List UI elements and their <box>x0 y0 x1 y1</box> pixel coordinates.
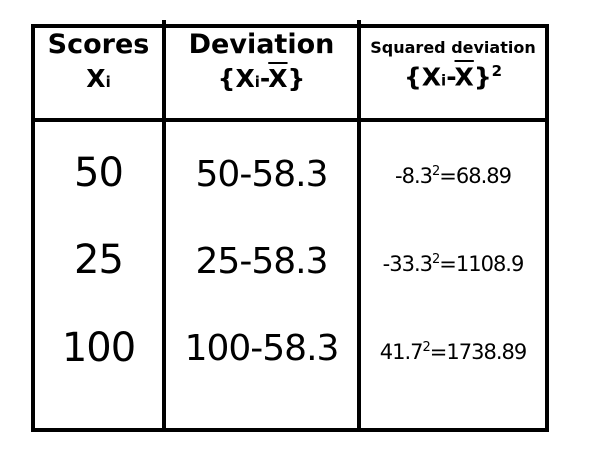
subscript-i: i <box>105 73 111 91</box>
header-deviation: Deviation {Xi-X} <box>166 29 357 94</box>
header-squared-deviation: Squared deviation {Xi-X}2 <box>361 38 545 91</box>
subscript-i: i <box>254 73 260 91</box>
mean-x-bar: X <box>268 64 288 93</box>
header-squared-formula: {Xi-X}2 <box>361 62 545 91</box>
score-cell: 25 <box>74 237 124 283</box>
column-divider <box>162 20 166 428</box>
sq-exponent: 2 <box>422 340 431 355</box>
symbol-x: X <box>86 64 106 93</box>
minus-sign: - <box>259 64 269 93</box>
sq-base: -8.3 <box>395 164 433 188</box>
header-scores: Scores Xi <box>35 29 162 94</box>
sq-result: =68.89 <box>439 164 512 188</box>
exponent: 2 <box>491 62 503 80</box>
symbol-x: X <box>235 64 255 93</box>
header-scores-symbol: Xi <box>35 64 162 93</box>
sq-result: =1738.89 <box>429 340 527 364</box>
deviation-cell: 100-58.3 <box>184 328 340 369</box>
score-cell: 100 <box>61 325 136 371</box>
sq-result: =1108.9 <box>439 252 524 276</box>
deviation-cell: 50-58.3 <box>195 154 329 195</box>
column-divider <box>357 20 361 428</box>
squared-deviation-cell: 41.72=1738.89 <box>361 340 545 364</box>
squared-deviation-cell: -33.32=1108.9 <box>361 252 545 276</box>
mean-x-bar: X <box>454 62 474 92</box>
squared-deviation-cell: -8.32=68.89 <box>361 164 545 188</box>
sq-exponent: 2 <box>431 164 440 179</box>
subscript-i: i <box>441 71 447 90</box>
brace-open: { <box>403 62 422 92</box>
header-squared-title: Squared deviation <box>370 38 536 57</box>
deviation-cell: 25-58.3 <box>195 241 329 282</box>
header-scores-title: Scores <box>47 29 150 60</box>
score-cell: 50 <box>74 150 124 196</box>
deviation-table: Scores Xi Deviation {Xi-X} Squared devia… <box>31 20 549 432</box>
minus-sign: - <box>446 62 455 92</box>
header-divider <box>35 118 545 122</box>
brace-open: { <box>217 64 236 93</box>
header-deviation-formula: {Xi-X} <box>166 64 357 93</box>
brace-close: } <box>473 62 492 92</box>
sq-exponent: 2 <box>431 252 440 267</box>
sq-base: 41.7 <box>379 340 424 364</box>
sq-base: -33.3 <box>382 252 433 276</box>
symbol-x: X <box>421 62 442 92</box>
brace-close: } <box>287 64 306 93</box>
header-deviation-title: Deviation <box>188 29 335 60</box>
